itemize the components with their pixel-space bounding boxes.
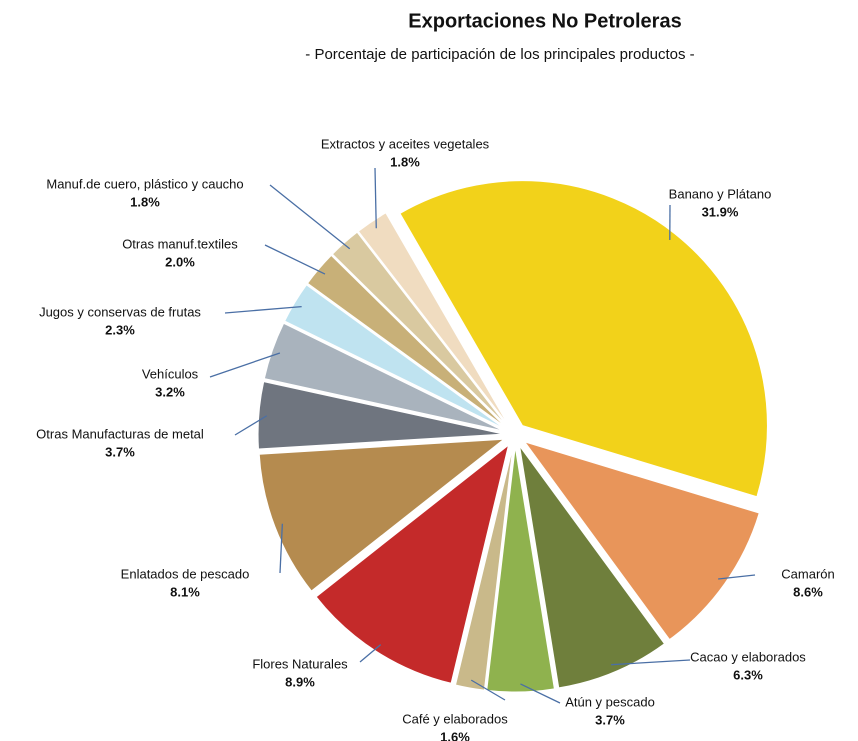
pie-slice — [523, 441, 760, 641]
slice-label: Jugos y conservas de frutas — [39, 304, 201, 319]
pie-slice — [357, 212, 509, 426]
slice-value-label: 31.9% — [702, 204, 739, 219]
slice-label: Vehículos — [142, 366, 199, 381]
slice-value-label: 3.2% — [155, 384, 185, 399]
slice-label: Atún y pescado — [565, 694, 655, 709]
leader-line — [234, 415, 268, 436]
slice-label: Cacao y elaborados — [690, 649, 806, 664]
slice-value-label: 8.1% — [170, 584, 200, 599]
leader-line — [374, 167, 377, 229]
slice-label: Flores Naturales — [252, 656, 348, 671]
leader-line — [718, 574, 756, 580]
slice-label: Camarón — [781, 566, 834, 581]
pie-slice — [331, 231, 508, 427]
slice-value-label: 8.6% — [793, 584, 823, 599]
leader-line — [520, 683, 561, 704]
slice-value-label: 2.3% — [105, 322, 135, 337]
pie-slice — [399, 180, 768, 498]
pie-slice — [257, 380, 504, 450]
chart-title: Exportaciones No Petroleras — [408, 10, 681, 32]
leader-line — [264, 244, 326, 275]
slice-label: Manuf.de cuero, plástico y caucho — [46, 176, 243, 191]
slice-value-label: 1.8% — [130, 194, 160, 209]
pie-slice — [519, 445, 666, 689]
slice-value-label: 2.0% — [165, 254, 195, 269]
slice-value-label: 1.8% — [390, 154, 420, 169]
pie-slice — [486, 446, 555, 693]
slice-value-label: 1.6% — [440, 729, 470, 741]
slice-value-label: 3.7% — [105, 444, 135, 459]
pie-slice — [306, 254, 507, 428]
slice-label: Otras manuf.textiles — [122, 236, 238, 251]
leader-line — [279, 523, 284, 574]
pie-slice — [258, 438, 506, 592]
leader-line — [224, 305, 302, 314]
pie-slice — [284, 284, 506, 430]
leader-line — [470, 679, 506, 701]
slice-label: Otras Manufacturas de metal — [36, 426, 204, 441]
chart-subtitle: - Porcentaje de participación de los pri… — [305, 46, 694, 63]
slice-label: Café y elaborados — [402, 711, 508, 726]
slice-label: Banano y Plátano — [669, 186, 772, 201]
leader-line — [359, 644, 382, 663]
leader-line — [269, 184, 351, 250]
leader-line — [611, 659, 691, 666]
slice-label: Extractos y aceites vegetales — [321, 136, 490, 151]
slice-value-label: 8.9% — [285, 674, 315, 689]
pie-slice — [315, 443, 510, 684]
slice-value-label: 6.3% — [733, 667, 763, 682]
leader-line — [209, 352, 281, 378]
pie-slice — [454, 446, 514, 691]
slice-label: Enlatados de pescado — [121, 566, 250, 581]
pie-slice — [263, 322, 504, 432]
slice-value-label: 3.7% — [595, 712, 625, 727]
